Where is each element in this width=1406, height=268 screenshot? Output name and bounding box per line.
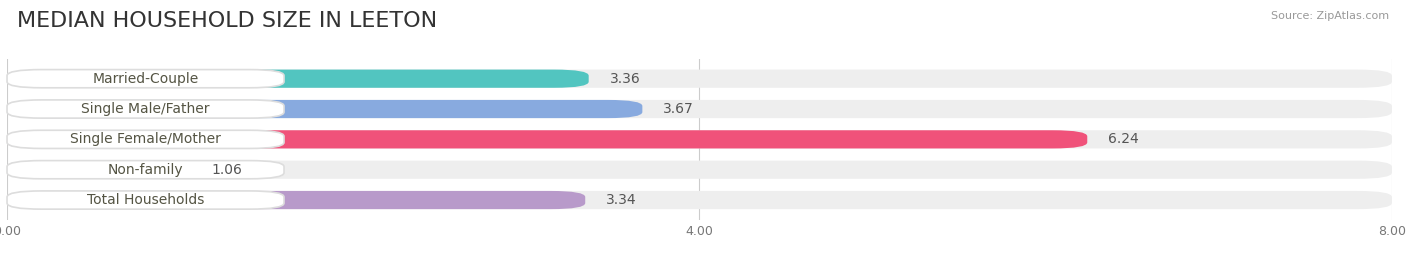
FancyBboxPatch shape: [7, 70, 284, 88]
Text: Non-family: Non-family: [108, 163, 183, 177]
FancyBboxPatch shape: [7, 161, 284, 179]
FancyBboxPatch shape: [7, 191, 284, 209]
FancyBboxPatch shape: [7, 100, 284, 118]
FancyBboxPatch shape: [7, 130, 1087, 148]
Text: Married-Couple: Married-Couple: [93, 72, 198, 86]
FancyBboxPatch shape: [7, 130, 1392, 148]
Text: Single Male/Father: Single Male/Father: [82, 102, 209, 116]
Text: 3.34: 3.34: [606, 193, 637, 207]
Text: Source: ZipAtlas.com: Source: ZipAtlas.com: [1271, 11, 1389, 21]
Text: 6.24: 6.24: [1108, 132, 1139, 146]
FancyBboxPatch shape: [7, 70, 1392, 88]
FancyBboxPatch shape: [7, 161, 1392, 179]
Text: 3.67: 3.67: [664, 102, 695, 116]
Text: Total Households: Total Households: [87, 193, 204, 207]
FancyBboxPatch shape: [7, 191, 1392, 209]
Text: MEDIAN HOUSEHOLD SIZE IN LEETON: MEDIAN HOUSEHOLD SIZE IN LEETON: [17, 11, 437, 31]
FancyBboxPatch shape: [7, 161, 191, 179]
FancyBboxPatch shape: [7, 100, 1392, 118]
Text: 1.06: 1.06: [211, 163, 242, 177]
FancyBboxPatch shape: [7, 191, 585, 209]
FancyBboxPatch shape: [7, 130, 284, 148]
Text: Single Female/Mother: Single Female/Mother: [70, 132, 221, 146]
FancyBboxPatch shape: [7, 100, 643, 118]
Text: 3.36: 3.36: [609, 72, 640, 86]
FancyBboxPatch shape: [7, 70, 589, 88]
